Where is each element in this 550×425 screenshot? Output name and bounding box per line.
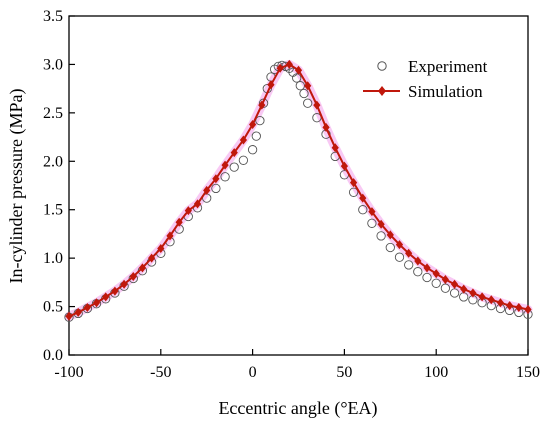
y-tick-label: 2.5 <box>43 105 63 122</box>
experiment-point <box>251 131 261 141</box>
simulation-point <box>368 207 376 217</box>
simulation-point <box>294 65 303 75</box>
x-tick-label: 150 <box>516 364 540 381</box>
simulation-point <box>349 178 358 188</box>
simulation-point <box>313 100 321 110</box>
simulation-point <box>221 160 229 170</box>
experiment-point <box>220 172 230 182</box>
simulation-point <box>184 206 192 216</box>
y-tick-label: 2.0 <box>43 153 63 170</box>
simulation-point <box>276 63 284 73</box>
simulation-point <box>322 122 330 132</box>
simulation-point <box>129 272 137 282</box>
simulation-point <box>515 303 523 313</box>
experiment-point <box>229 162 239 172</box>
x-axis-ticks: -100 -50 0 50 100 150 <box>54 349 540 381</box>
experiment-point <box>413 267 423 277</box>
experiment-point <box>238 155 249 165</box>
experiment-point <box>376 231 386 241</box>
experiment-point <box>299 88 309 99</box>
y-tick-label: 1.5 <box>43 202 63 219</box>
simulation-point <box>285 59 293 69</box>
simulation-point <box>460 284 468 294</box>
experiment-point <box>358 205 368 215</box>
simulation-point <box>359 193 367 203</box>
simulation-point <box>212 174 220 184</box>
simulation-point <box>239 135 248 145</box>
simulation-point <box>193 199 202 209</box>
simulation-point <box>405 248 413 258</box>
simulation-point <box>111 286 119 296</box>
simulation-point <box>120 279 128 289</box>
simulation-point <box>331 143 339 153</box>
y-axis-title: In-cylinder pressure (MPa) <box>6 89 27 284</box>
experiment-point <box>211 183 221 194</box>
legend-simulation-marker <box>378 86 386 96</box>
simulation-point <box>74 307 82 317</box>
simulation-point <box>166 231 174 241</box>
y-tick-label: 3.5 <box>43 8 63 25</box>
simulation-point <box>175 217 183 227</box>
x-axis-title: Eccentric angle (°EA) <box>218 398 377 419</box>
x-tick-label: 100 <box>424 364 448 381</box>
simulation-point <box>203 185 211 195</box>
y-tick-label: 0.5 <box>43 299 63 316</box>
y-tick-label: 0.0 <box>43 347 63 364</box>
simulation-point <box>92 298 101 308</box>
experiment-point <box>367 218 377 228</box>
simulation-point <box>249 119 257 129</box>
experiment-point <box>422 272 432 283</box>
y-tick-label: 3.0 <box>43 56 63 73</box>
simulation-point <box>478 292 486 302</box>
plot-frame <box>68 15 529 356</box>
simulation-point <box>340 161 348 171</box>
simulation-point <box>258 100 266 110</box>
experiment-point <box>404 260 414 270</box>
simulation-point <box>487 295 495 305</box>
experiment-point <box>292 73 302 83</box>
x-tick-label: -50 <box>150 364 171 381</box>
experiment-point <box>348 187 359 197</box>
simulation-point <box>83 303 91 313</box>
simulation-point <box>148 253 156 263</box>
experiment-point <box>247 145 258 155</box>
simulation-point <box>432 269 440 279</box>
simulation-point <box>102 292 110 302</box>
experiment-point <box>394 252 405 262</box>
simulation-point <box>469 288 477 298</box>
y-axis-ticks: 0.0 0.5 1.0 1.5 2.0 2.5 3.0 3.5 <box>43 8 75 364</box>
simulation-point <box>524 304 532 314</box>
simulation-point <box>496 298 505 308</box>
simulation-point <box>441 274 449 284</box>
experiment-point <box>385 242 395 253</box>
legend: Experiment Simulation <box>363 57 488 101</box>
legend-experiment-marker <box>377 61 387 71</box>
simulation-point <box>65 311 73 321</box>
simulation-series <box>65 59 532 321</box>
simulation-point <box>230 148 238 158</box>
simulation-point <box>386 230 394 240</box>
experiment-point <box>431 278 441 288</box>
x-tick-label: 50 <box>336 364 352 381</box>
simulation-point <box>450 279 459 289</box>
experiment-point <box>255 115 265 126</box>
experiment-point <box>440 283 451 293</box>
simulation-point <box>138 263 147 273</box>
simulation-point <box>267 80 275 90</box>
legend-simulation-label: Simulation <box>408 82 483 101</box>
x-tick-label: -100 <box>54 364 83 381</box>
simulation-point <box>506 301 514 311</box>
experiment-point <box>449 288 460 298</box>
simulation-point <box>423 263 431 273</box>
simulation-point <box>304 81 312 91</box>
simulation-point <box>157 243 165 253</box>
simulation-point <box>377 219 385 229</box>
y-tick-label: 1.0 <box>43 250 63 267</box>
simulation-point <box>414 256 422 266</box>
legend-experiment-label: Experiment <box>408 57 488 76</box>
simulation-point <box>395 240 404 250</box>
experiment-point <box>303 98 313 108</box>
x-tick-label: 0 <box>249 364 257 381</box>
